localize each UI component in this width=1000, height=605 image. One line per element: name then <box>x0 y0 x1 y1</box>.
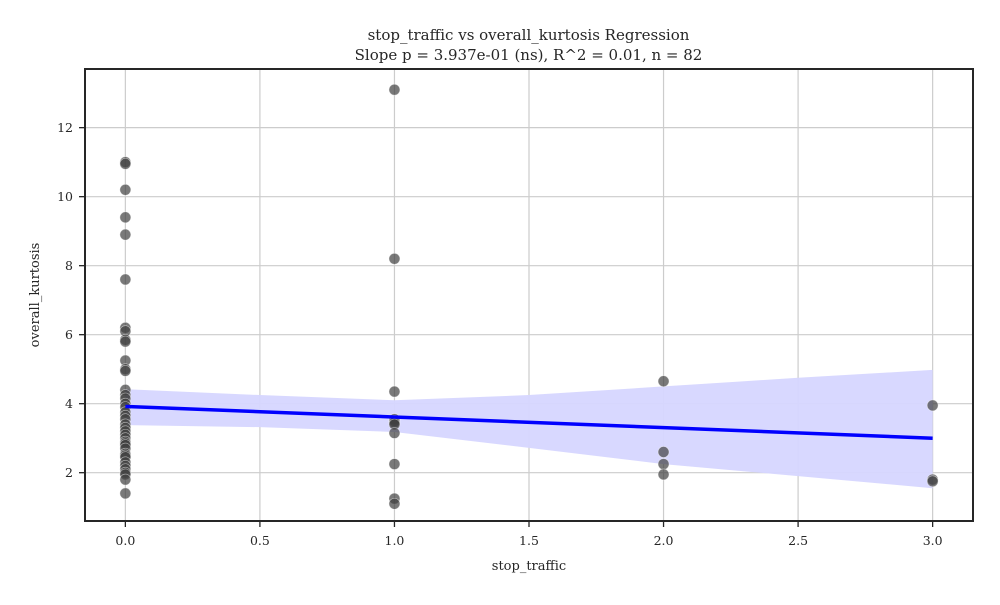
data-point <box>388 497 401 510</box>
regression-line-layer <box>125 404 933 440</box>
x-tick-label: 2.5 <box>788 533 808 548</box>
data-point <box>119 158 132 170</box>
y-tick-label: 8 <box>65 258 73 273</box>
y-axis-label: overall_kurtosis <box>28 243 43 348</box>
x-tick-label: 0.0 <box>115 533 135 548</box>
chart-subtitle: Slope p = 3.937e-01 (ns), R^2 = 0.01, n … <box>355 46 703 64</box>
confidence-band-layer <box>125 369 933 489</box>
tick-layer: 0.0 0.5 1.0 1.5 2.0 2.5 3.0 2 4 6 8 10 12 <box>57 120 943 548</box>
data-point <box>119 183 132 196</box>
data-point <box>657 446 670 458</box>
y-tick-label: 2 <box>65 465 73 480</box>
y-tick-label: 10 <box>57 189 73 204</box>
data-point <box>119 365 132 377</box>
y-tick-label: 6 <box>65 327 73 342</box>
data-point <box>119 273 132 286</box>
data-point <box>119 335 132 348</box>
data-point <box>119 228 132 241</box>
x-tick-label: 1.0 <box>385 533 405 548</box>
x-tick-label: 2.0 <box>654 533 674 548</box>
y-tick-label: 12 <box>57 120 73 135</box>
regression-line <box>125 404 933 440</box>
data-point <box>119 473 132 486</box>
confidence-band <box>125 369 933 489</box>
data-point <box>657 468 670 481</box>
data-point <box>926 475 939 488</box>
data-point <box>657 458 670 470</box>
data-point <box>926 399 939 412</box>
x-tick-label: 1.5 <box>519 533 539 548</box>
points-layer <box>119 83 939 510</box>
x-axis-label: stop_traffic <box>492 559 566 574</box>
data-point <box>657 375 670 388</box>
data-point <box>388 83 401 96</box>
data-point <box>119 211 132 224</box>
y-tick-label: 4 <box>65 396 73 411</box>
data-point <box>388 458 401 470</box>
data-point <box>388 385 401 398</box>
x-tick-label: 0.5 <box>250 533 270 548</box>
x-tick-label: 3.0 <box>923 533 943 548</box>
data-point <box>388 252 401 265</box>
data-point <box>388 427 401 439</box>
data-point <box>119 487 132 500</box>
chart-title: stop_traffic vs overall_kurtosis Regress… <box>368 26 690 44</box>
